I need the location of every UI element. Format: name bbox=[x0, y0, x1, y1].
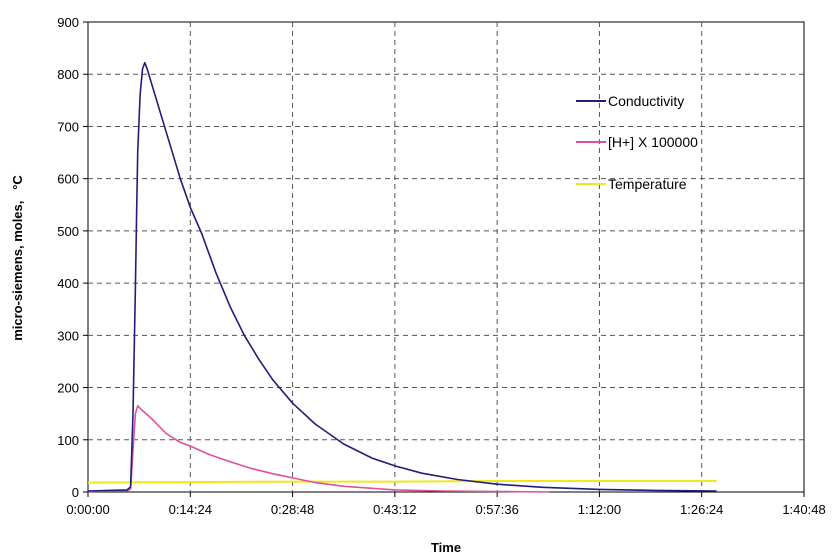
x-axis-title: Time bbox=[431, 540, 461, 555]
y-tick-label: 800 bbox=[57, 67, 79, 82]
y-axis-title: micro-siemens, moles, °C bbox=[10, 175, 25, 341]
y-tick-label: 300 bbox=[57, 328, 79, 343]
y-axis: 0 100 200 300 400 500 600 700 800 900 bbox=[57, 15, 88, 500]
legend-label-temperature: Temperature bbox=[608, 176, 687, 192]
y-tick-label: 900 bbox=[57, 15, 79, 30]
x-tick-label: 0:43:12 bbox=[373, 502, 416, 517]
x-tick-label: 0:28:48 bbox=[271, 502, 314, 517]
temperature-line bbox=[87, 480, 717, 484]
x-axis: 0:00:00 0:14:24 0:28:48 0:43:12 0:57:36 1:12:… bbox=[66, 492, 826, 517]
series-group bbox=[87, 61, 717, 493]
y-tick-label: 0 bbox=[72, 485, 79, 500]
legend-label-conductivity: Conductivity bbox=[608, 93, 684, 109]
x-tick-label: 1:12:00 bbox=[578, 502, 621, 517]
x-tick-label: 0:00:00 bbox=[66, 502, 109, 517]
gridlines bbox=[88, 22, 804, 492]
h-plus-line bbox=[87, 405, 550, 493]
legend-label-h-plus: [H+] X 100000 bbox=[608, 134, 698, 150]
x-tick-label: 0:57:36 bbox=[475, 502, 518, 517]
legend: Conductivity [H+] X 100000 Temperature bbox=[576, 93, 698, 192]
x-tick-label: 1:26:24 bbox=[680, 502, 723, 517]
y-tick-label: 400 bbox=[57, 276, 79, 291]
y-tick-label: 100 bbox=[57, 433, 79, 448]
conductivity-line bbox=[87, 61, 717, 492]
y-tick-label: 600 bbox=[57, 172, 79, 187]
y-tick-label: 200 bbox=[57, 381, 79, 396]
y-tick-label: 700 bbox=[57, 119, 79, 134]
plot-area bbox=[87, 21, 805, 493]
x-tick-label: 0:14:24 bbox=[169, 502, 212, 517]
y-tick-label: 500 bbox=[57, 224, 79, 239]
x-tick-label: 1:40:48 bbox=[782, 502, 825, 517]
